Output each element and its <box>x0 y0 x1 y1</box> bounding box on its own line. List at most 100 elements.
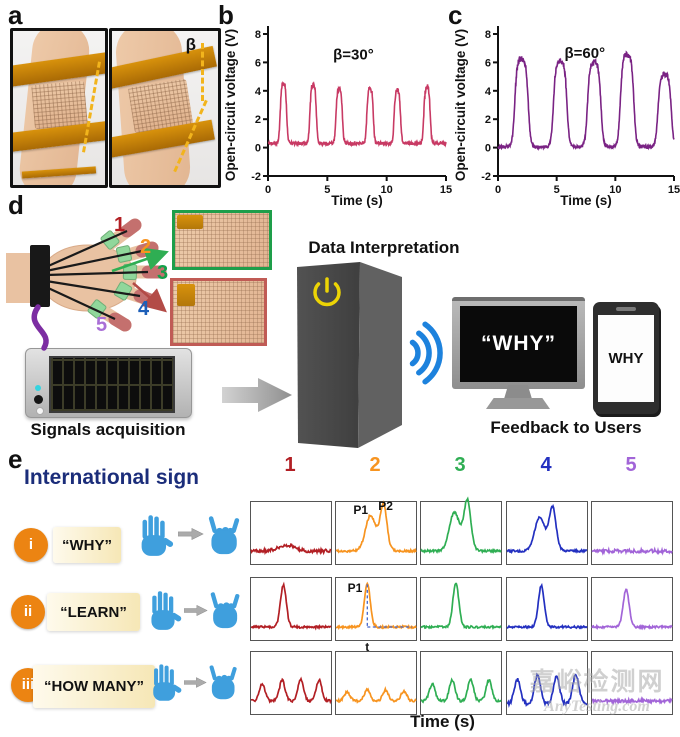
svg-text:2: 2 <box>485 114 491 126</box>
svg-text:10: 10 <box>381 184 393 196</box>
hands-why <box>141 515 240 556</box>
flow-arrow <box>222 378 292 412</box>
signal-cell-ii-1 <box>250 577 332 641</box>
signal-cell-i-5 <box>591 501 673 565</box>
kapton-patch <box>177 284 195 306</box>
svg-text:0: 0 <box>255 143 261 155</box>
gesture-arrow-icon <box>178 528 204 540</box>
wrist <box>6 253 38 303</box>
svg-text:6: 6 <box>255 57 261 69</box>
sign-label-learn: “LEARN” <box>47 593 140 631</box>
signal-cell-ii-3 <box>420 577 502 641</box>
svg-text:8: 8 <box>255 29 261 41</box>
power-led <box>35 385 41 391</box>
svg-text:0: 0 <box>485 143 491 155</box>
time-axis-label: Time (s) <box>410 712 475 731</box>
svg-text:-2: -2 <box>481 171 491 183</box>
device-knob <box>34 395 43 404</box>
photo-arm-bent: β <box>109 28 221 188</box>
signal-cell-ii-5 <box>591 577 673 641</box>
svg-text:P1: P1 <box>348 581 363 595</box>
processing-tower-front <box>297 262 360 448</box>
panel-e-title: International sign <box>24 466 200 489</box>
svg-text:2: 2 <box>255 114 261 126</box>
monitor-stand-neck <box>504 385 532 399</box>
column-header-5: 5 <box>625 454 637 476</box>
row-badge-i: i <box>14 528 48 562</box>
svg-text:5: 5 <box>554 184 560 196</box>
knuckle-patches <box>87 230 138 319</box>
signal-cell-i-3 <box>420 496 502 565</box>
panel-a-label: a <box>8 0 23 30</box>
svg-text:10: 10 <box>609 184 621 196</box>
device-screen <box>49 356 175 413</box>
angle-dashed-line-vertical <box>201 43 204 101</box>
finger-label-3: 3 <box>157 262 169 284</box>
cable <box>31 304 49 351</box>
svg-text:Open-circuit voltage (V): Open-circuit voltage (V) <box>223 29 238 181</box>
svg-text:t: t <box>365 640 369 654</box>
signal-cell-iii-3 <box>420 651 502 715</box>
kapton-patch <box>177 215 203 229</box>
data-interpretation-label: Data Interpretation <box>308 238 460 257</box>
wrist-band <box>30 245 50 307</box>
photo-arm-straight <box>10 28 108 188</box>
svg-text:0: 0 <box>495 184 501 196</box>
svg-text:15: 15 <box>440 184 452 196</box>
voltage-chart-beta30: -2 0 2 4 6 8 0 5 10 15 Open-circuit voltage (V) Tim… <box>223 26 452 208</box>
svg-text:6: 6 <box>485 57 491 69</box>
monitor-stand-base <box>486 398 550 409</box>
svg-text:5: 5 <box>324 184 330 196</box>
svg-text:15: 15 <box>668 184 680 196</box>
sensor-inset-knuckle <box>170 278 267 346</box>
hands-how-many <box>153 664 238 701</box>
gesture-arrow-icon <box>184 605 208 616</box>
hands-learn <box>151 591 240 630</box>
panel-b-label: b <box>218 0 234 30</box>
sign-label-why: “WHY” <box>53 527 121 563</box>
svg-text:Time (s): Time (s) <box>331 193 383 208</box>
svg-text:Open-circuit voltage (V): Open-circuit voltage (V) <box>453 29 468 181</box>
monitor-screen-text: “WHY” <box>460 306 577 382</box>
hand-start <box>141 515 175 556</box>
beta-angle-label: β <box>185 35 196 54</box>
svg-text:P2: P2 <box>378 499 393 513</box>
hand-end <box>208 515 240 555</box>
signals-acquisition-label: Signals acquisition <box>30 420 186 439</box>
finger-label-5: 5 <box>96 314 108 336</box>
acquisition-device <box>25 348 192 418</box>
column-header-3: 3 <box>454 454 466 476</box>
gesture-arrow-icon <box>184 677 207 688</box>
svg-text:4: 4 <box>485 86 492 98</box>
svg-text:β=30°: β=30° <box>333 47 374 64</box>
feedback-to-users-label: Feedback to Users <box>490 418 642 437</box>
signal-cell-i-4 <box>506 501 588 565</box>
hand-start <box>153 664 183 701</box>
signal-cell-i-2: P1 P2 <box>335 499 417 565</box>
row-badge-ii: ii <box>11 595 45 629</box>
hand-start <box>151 591 183 630</box>
signal-cell-ii-4 <box>506 577 588 641</box>
signal-cell-iii-4 <box>506 651 588 715</box>
svg-text:4: 4 <box>255 86 262 98</box>
finger-label-2: 2 <box>140 236 152 258</box>
finger-label-1: 1 <box>114 214 126 236</box>
sensor-inset-finger <box>172 210 272 270</box>
svg-text:0: 0 <box>265 184 271 196</box>
column-header-1: 1 <box>284 454 296 476</box>
palm <box>39 244 137 312</box>
phone-screen-text: WHY <box>598 315 654 402</box>
sensor-wires <box>45 229 149 320</box>
column-header-4: 4 <box>540 454 552 476</box>
panel-d-label: d <box>8 190 24 220</box>
svg-text:Time (s): Time (s) <box>560 193 612 208</box>
device-button <box>36 407 44 415</box>
phone: WHY <box>593 302 659 414</box>
svg-text:-2: -2 <box>251 171 261 183</box>
sign-label-how-many: “HOW MANY” <box>33 665 155 708</box>
voltage-chart-beta60: -2 0 2 4 6 8 0 5 10 15 Open-circuit voltage (V) Tim… <box>453 26 680 208</box>
svg-text:P1: P1 <box>353 503 368 517</box>
phone-speaker-slit <box>616 307 636 311</box>
finger-label-4: 4 <box>138 298 150 320</box>
